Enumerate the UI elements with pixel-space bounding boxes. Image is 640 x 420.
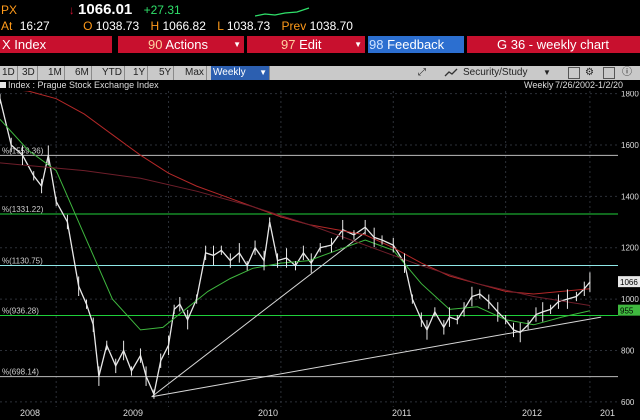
feedback-button[interactable]: 98 Feedback: [368, 36, 464, 53]
price-chart[interactable]: %(1559.36)%(1331.22)%(1130.75)%(936.28)%…: [0, 91, 640, 407]
edit-menu-button[interactable]: 97 Edit ▼: [247, 36, 365, 53]
security-study-button[interactable]: Security/Study: [463, 67, 528, 78]
chevron-down-icon[interactable]: ▼: [543, 68, 551, 77]
low-value: 1038.73: [226, 19, 271, 33]
edit-number: 97: [281, 37, 296, 52]
prev-label: Prev: [281, 19, 307, 33]
legend-label: Index : Prague Stock Exchange Index: [8, 80, 159, 90]
range-6m-button[interactable]: 6M: [73, 66, 92, 80]
last-price: 1066.01: [78, 1, 133, 18]
range-ytd-button[interactable]: YTD: [100, 66, 125, 80]
actions-number: 90: [148, 37, 163, 52]
index-tab-label: X Index: [2, 37, 47, 52]
y-tick-label: 1200: [621, 244, 639, 253]
y-tick-label: 1800: [621, 91, 639, 99]
quote-row-2: At 16:27 O 1038.73 H 1066.82 L 1038.73 P…: [1, 19, 353, 33]
legend-swatch: [0, 82, 6, 88]
open-value: 1038.73: [95, 19, 140, 33]
trendline: [151, 316, 602, 398]
at-label: At: [1, 19, 13, 33]
chevron-down-icon: ▼: [233, 40, 241, 49]
trendline: [151, 231, 366, 398]
y-tick-label: 800: [621, 346, 635, 355]
info-icon[interactable]: ⓘ: [622, 67, 632, 78]
line-chart-icon[interactable]: [444, 68, 458, 78]
chevron-down-icon: ▼: [259, 68, 267, 77]
sparkline-icon: [255, 7, 310, 17]
x-tick-label: 2011: [392, 408, 412, 418]
fib-level-label: %(1331.22): [2, 205, 44, 214]
range-5y-button[interactable]: 5Y: [157, 66, 175, 80]
feedback-label: Feedback: [387, 37, 445, 52]
prev-value: 1038.70: [309, 19, 353, 33]
range-3d-button[interactable]: 3D: [20, 66, 38, 80]
period-select[interactable]: Weekly ▼: [211, 66, 270, 80]
actions-menu-button[interactable]: 90 Actions ▼: [118, 36, 244, 53]
fib-level-label: %(1130.75): [2, 257, 43, 266]
ma-value-tag-label: 955: [620, 307, 634, 316]
x-tick-label: 2012: [522, 408, 543, 418]
moving-average-green-line: [0, 118, 591, 331]
grid-icon[interactable]: [568, 67, 580, 79]
x-tick-label: 2008: [20, 408, 41, 418]
moving-average-dark-red-line: [0, 162, 590, 306]
y-tick-label: 1600: [621, 141, 639, 150]
trendlines: [151, 231, 602, 398]
chart-subheader: Index : Prague Stock Exchange Index Week…: [0, 80, 640, 91]
down-arrow-icon: ↓: [68, 3, 75, 17]
price-change: +27.31: [143, 3, 181, 17]
fib-level-label: %(936.28): [2, 306, 39, 315]
y-axis: 600 800 1000 1200 1400 1600 1800 1066 955: [618, 91, 640, 407]
period-select-value: Weekly: [213, 67, 246, 78]
high-label: H: [150, 19, 160, 33]
range-toolbar: 1D 3D 1M 6M YTD 1Y 5Y Max Weekly ▼ ⤢ Sec…: [0, 66, 640, 80]
chevron-down-icon: ▼: [354, 40, 362, 49]
actions-label: Actions: [165, 37, 209, 52]
period-label: Weekly: [524, 80, 554, 90]
range-1y-button[interactable]: 1Y: [131, 66, 149, 80]
chart-grid: [0, 91, 618, 407]
x-tick-label: 2010: [258, 408, 279, 418]
y-tick-label: 1400: [621, 192, 639, 201]
chart-title: G 36 - weekly chart: [497, 37, 609, 52]
index-tab[interactable]: X Index: [0, 36, 112, 53]
ticker-label: PX: [1, 3, 18, 17]
settings-icon[interactable]: ⚙: [585, 67, 594, 78]
last-price-tag: [618, 276, 640, 288]
last-price-tag-label: 1066: [620, 278, 638, 287]
x-tick-label: 2009: [123, 408, 144, 418]
y-tick-label: 1000: [621, 295, 639, 304]
chart-title-tab: G 36 - weekly chart: [467, 36, 640, 53]
range-1m-button[interactable]: 1M: [46, 66, 65, 80]
feedback-number: 98: [369, 37, 384, 52]
low-label: L: [217, 19, 224, 33]
expand-icon[interactable]: ⤢: [418, 67, 426, 78]
chart-series: [0, 91, 591, 399]
window-icon[interactable]: [603, 67, 615, 79]
quote-time: 16:27: [19, 19, 50, 33]
date-range: 7/26/2002-1/2/20: [555, 80, 624, 90]
open-label: O: [83, 19, 93, 33]
quote-row-1: PX ↓ 1066.01 +27.31: [1, 1, 181, 18]
high-value: 1066.82: [162, 19, 206, 33]
range-1d-button[interactable]: 1D: [0, 66, 18, 80]
fib-level-label: %(698.14): [2, 368, 39, 377]
y-tick-label: 600: [621, 398, 635, 407]
x-tick-label: 201: [600, 408, 616, 418]
ma-value-tag: [618, 304, 640, 316]
range-max-button[interactable]: Max: [183, 66, 207, 80]
edit-label: Edit: [299, 37, 322, 52]
moving-average-red-line: [22, 91, 590, 295]
